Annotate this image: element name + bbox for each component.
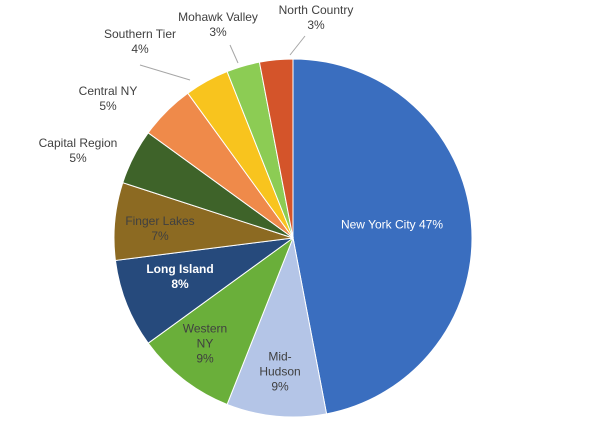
label-percent: 3% (209, 25, 227, 39)
label-percent: 8% (171, 277, 189, 291)
data-label: Mohawk Valley 3% (168, 10, 268, 40)
pie-slice (114, 237, 294, 344)
pie-slice (226, 236, 328, 418)
pie-slice (147, 236, 295, 406)
data-label: Long Island 8% (135, 262, 225, 292)
label-percent: 9% (271, 379, 289, 394)
label-percent: 5% (99, 99, 117, 113)
label-name: Finger Lakes (125, 214, 195, 228)
label-percent: 7% (151, 229, 169, 243)
label-name: Capital Region (38, 136, 118, 150)
leader-line (289, 35, 306, 56)
pie-slice (258, 58, 294, 239)
label-percent: 47% (419, 217, 444, 232)
label-name: Mohawk Valley (178, 10, 258, 24)
label-name: Central NY (78, 84, 138, 98)
label-name: New York City (340, 217, 416, 232)
data-label: Central NY 5% (63, 84, 153, 114)
label-name: Mid-Hudson (259, 349, 301, 379)
label-name: Western NY (182, 321, 228, 351)
label-percent: 9% (196, 351, 214, 366)
leader-line (139, 64, 191, 81)
label-percent: 5% (69, 151, 87, 165)
data-label: North Country 3% (266, 3, 366, 33)
leader-line (229, 44, 239, 64)
data-label: Western NY 9% (175, 322, 235, 367)
data-label: Southern Tier 4% (90, 27, 190, 57)
data-label: Finger Lakes 7% (115, 214, 205, 244)
data-label: Mid-Hudson 9% (250, 350, 310, 395)
label-name: Long Island (146, 262, 214, 276)
label-name: North Country (278, 3, 354, 17)
pie-slice (292, 58, 473, 415)
data-label: New York City 47% (322, 218, 462, 233)
data-label: Capital Region 5% (28, 136, 128, 166)
label-percent: 4% (131, 42, 149, 56)
label-name: Southern Tier (103, 27, 177, 41)
label-percent: 3% (307, 18, 325, 32)
